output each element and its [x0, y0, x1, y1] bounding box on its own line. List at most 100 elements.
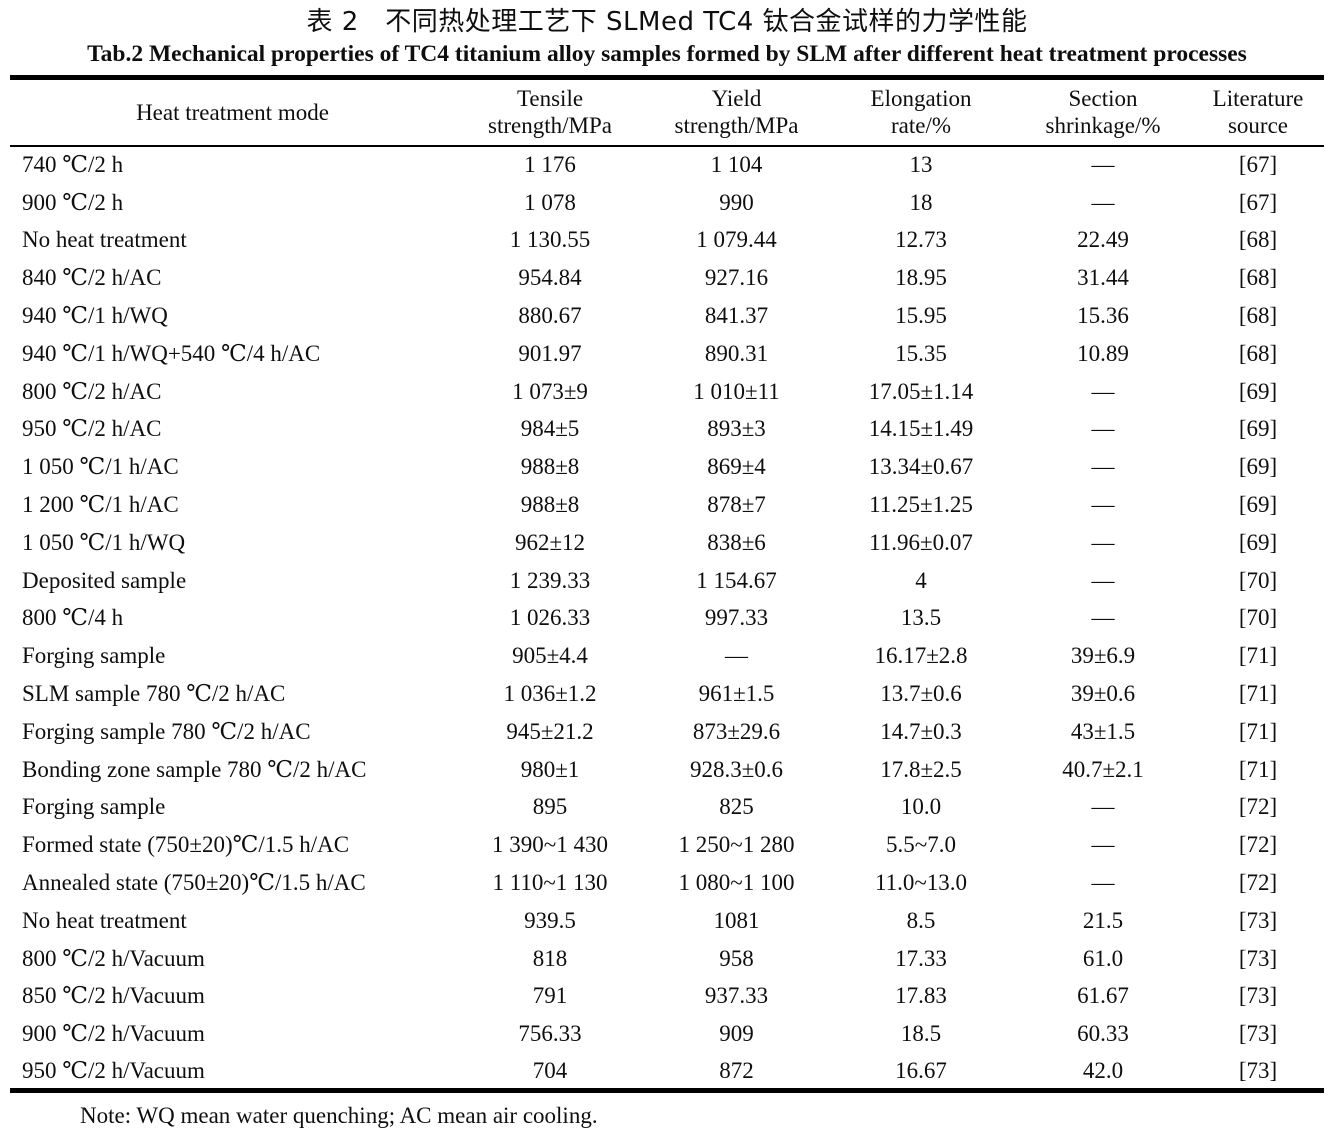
cell-yield: 1 080~1 100	[678, 870, 795, 896]
cell-shrinkage: —	[1091, 870, 1115, 896]
cell-elongation: 14.7±0.3	[880, 718, 962, 744]
cell-elongation: 10.0	[900, 794, 942, 820]
cell-yield: 1081	[713, 907, 760, 933]
cell-tensile: 1 073±9	[512, 378, 588, 404]
table-row: 940 ℃/1 h/WQ 880.67 841.37 15.95 15.36 [68]	[10, 297, 1324, 335]
cell-mode: Forging sample	[22, 794, 166, 820]
table-row: 800 ℃/2 h/AC 1 073±9 1 010±11 17.05±1.14 — [6…	[10, 373, 1324, 411]
cell-mode: 850 ℃/2 h/Vacuum	[22, 983, 205, 1009]
cell-source: [67]	[1238, 189, 1278, 215]
cell-mode: 740 ℃/2 h	[22, 152, 124, 178]
cell-mode: Deposited sample	[22, 567, 187, 593]
cell-shrinkage: —	[1091, 605, 1115, 631]
cell-source: [68]	[1238, 303, 1278, 329]
cell-tensile: 939.5	[524, 907, 576, 933]
cell-tensile: 1 026.33	[509, 605, 591, 631]
table-row: Deposited sample 1 239.33 1 154.67 4 — [70]	[10, 562, 1324, 600]
table-footnote: Note: WQ mean water quenching; AC mean a…	[80, 1103, 598, 1129]
cell-yield: 1 079.44	[696, 227, 777, 253]
cell-source: [69]	[1238, 529, 1278, 555]
cell-mode: No heat treatment	[22, 227, 187, 253]
cell-tensile: 1 078	[524, 189, 576, 215]
cell-shrinkage: —	[1091, 152, 1115, 178]
table-row: 900 ℃/2 h 1 078 990 18 — [67]	[10, 184, 1324, 222]
cell-elongation: 8.5	[906, 907, 936, 933]
cell-yield: 838±6	[707, 529, 766, 555]
cell-mode: 950 ℃/2 h/Vacuum	[22, 1057, 205, 1083]
cell-tensile: 1 239.33	[509, 567, 591, 593]
column-header-elongation: Elongation rate/%	[828, 77, 1014, 147]
cell-source: [73]	[1238, 907, 1278, 933]
cell-source: [68]	[1238, 227, 1278, 253]
cell-shrinkage: 60.33	[1077, 1021, 1129, 1047]
column-header-tensile: Tensile strength/MPa	[455, 77, 645, 147]
column-header-line: Section	[1068, 86, 1138, 111]
cell-shrinkage: 22.49	[1077, 227, 1129, 253]
cell-mode: 940 ℃/1 h/WQ+540 ℃/4 h/AC	[22, 340, 321, 366]
table-row: 950 ℃/2 h/Vacuum 704 872 16.67 42.0 [73]	[10, 1053, 1324, 1091]
cell-yield: 1 154.67	[696, 567, 777, 593]
cell-source: [68]	[1238, 340, 1278, 366]
table-caption-english: Tab.2 Mechanical properties of TC4 titan…	[87, 41, 1247, 67]
cell-source: [69]	[1238, 378, 1278, 404]
table-row: 740 ℃/2 h 1 176 1 104 13 — [67]	[10, 146, 1324, 184]
cell-shrinkage: 39±6.9	[1070, 643, 1136, 669]
cell-mode: Forging sample 780 ℃/2 h/AC	[22, 718, 311, 744]
cell-mode: 950 ℃/2 h/AC	[22, 416, 162, 442]
cell-source: [72]	[1238, 870, 1278, 896]
cell-shrinkage: 61.0	[1082, 945, 1124, 971]
cell-source: [72]	[1238, 832, 1278, 858]
cell-yield: 841.37	[704, 303, 769, 329]
table-row: 840 ℃/2 h/AC 954.84 927.16 18.95 31.44 [68]	[10, 259, 1324, 297]
cell-source: [73]	[1238, 945, 1278, 971]
cell-elongation: 17.83	[895, 983, 947, 1009]
table-row: 800 ℃/4 h 1 026.33 997.33 13.5 — [70]	[10, 600, 1324, 638]
cell-tensile: 1 130.55	[509, 227, 591, 253]
cell-source: [68]	[1238, 265, 1278, 291]
cell-shrinkage: 42.0	[1082, 1057, 1124, 1083]
table-row: Formed state (750±20)℃/1.5 h/AC 1 390~1 4…	[10, 826, 1324, 864]
cell-mode: Bonding zone sample 780 ℃/2 h/AC	[22, 756, 367, 782]
column-header-mode: Heat treatment mode	[10, 77, 455, 147]
cell-tensile: 895	[532, 794, 568, 820]
cell-source: [71]	[1238, 756, 1278, 782]
table-row: 850 ℃/2 h/Vacuum 791 937.33 17.83 61.67 [73]	[10, 978, 1324, 1016]
cell-tensile: 980±1	[520, 756, 580, 782]
cell-shrinkage: 39±0.6	[1070, 681, 1136, 707]
column-header-source: Literature source	[1192, 77, 1324, 147]
cell-mode: 800 ℃/4 h	[22, 605, 124, 631]
column-header-line: Yield	[711, 86, 762, 111]
cell-tensile: 1 390~1 430	[492, 832, 608, 858]
cell-elongation: 15.35	[895, 340, 947, 366]
cell-source: [69]	[1238, 454, 1278, 480]
table-row: 1 050 ℃/1 h/WQ 962±12 838±6 11.96±0.07 — [69]	[10, 524, 1324, 562]
cell-yield: 869±4	[707, 454, 766, 480]
cell-mode: 1 050 ℃/1 h/WQ	[22, 529, 186, 555]
table-header: Heat treatment mode Tensile strength/MPa Yi…	[10, 77, 1324, 147]
cell-elongation: 4	[915, 567, 927, 593]
cell-mode: 900 ℃/2 h	[22, 189, 124, 215]
column-header-line: Tensile	[516, 86, 584, 111]
cell-shrinkage: 21.5	[1082, 907, 1124, 933]
cell-yield: 927.16	[704, 265, 769, 291]
column-header-line: Literature	[1212, 86, 1304, 111]
column-header-line: Heat treatment mode	[136, 99, 329, 125]
cell-yield: 937.33	[704, 983, 769, 1009]
cell-shrinkage: —	[1091, 189, 1115, 215]
cell-tensile: 791	[532, 983, 568, 1009]
table-row: 940 ℃/1 h/WQ+540 ℃/4 h/AC 901.97 890.31 15.…	[10, 335, 1324, 373]
table-row: No heat treatment 1 130.55 1 079.44 12.73 22…	[10, 222, 1324, 260]
cell-elongation: 12.73	[895, 227, 947, 253]
cell-mode: 1 200 ℃/1 h/AC	[22, 492, 179, 518]
table-row: Forging sample 780 ℃/2 h/AC 945±21.2 873±2…	[10, 713, 1324, 751]
cell-yield: 961±1.5	[698, 681, 775, 707]
cell-source: [71]	[1238, 681, 1278, 707]
cell-shrinkage: 40.7±2.1	[1062, 756, 1144, 782]
cell-mode: 940 ℃/1 h/WQ	[22, 303, 168, 329]
cell-mode: 1 050 ℃/1 h/AC	[22, 454, 179, 480]
cell-tensile: 1 110~1 130	[492, 870, 608, 896]
cell-elongation: 18.95	[895, 265, 947, 291]
cell-source: [69]	[1238, 416, 1278, 442]
cell-yield: 873±29.6	[692, 718, 781, 744]
